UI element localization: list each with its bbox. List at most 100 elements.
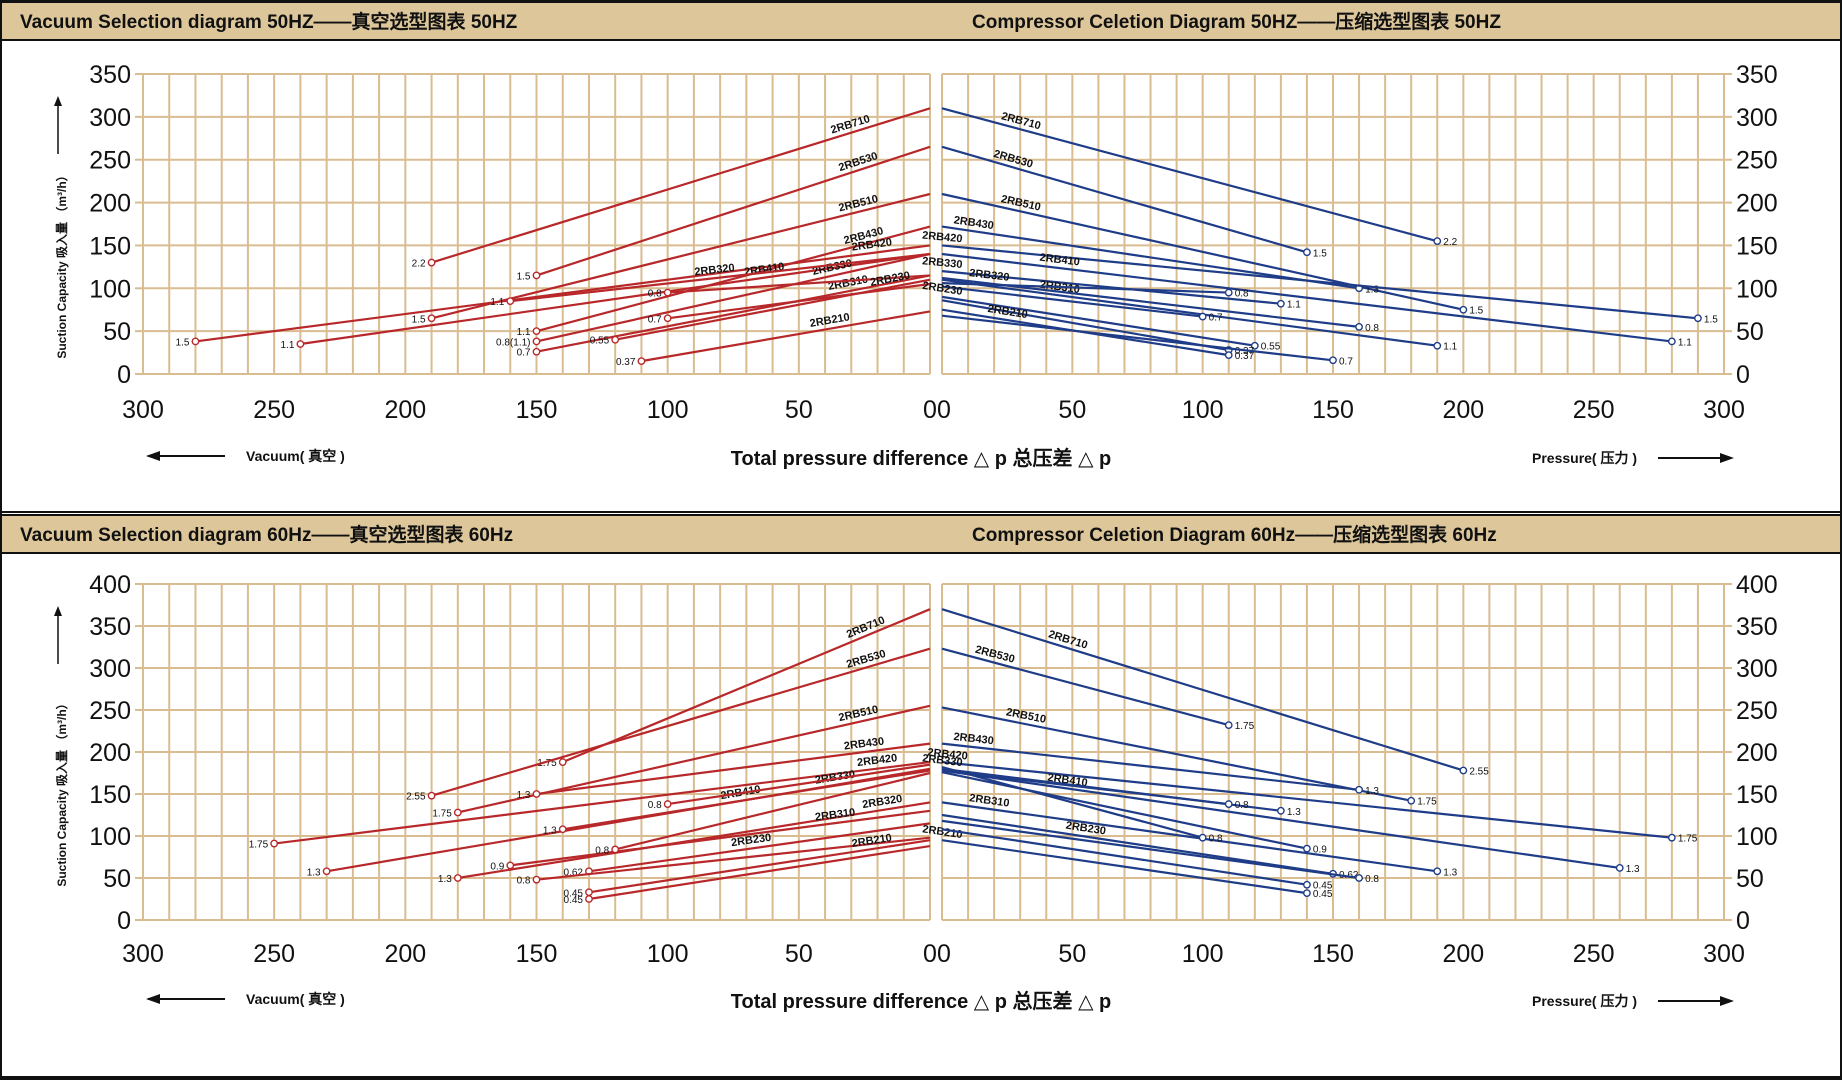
series-endpoint bbox=[1198, 833, 1207, 842]
grid bbox=[135, 73, 1732, 375]
vacuum-direction-label: Vacuum( 真空 ) bbox=[246, 991, 345, 1007]
series-endpoint bbox=[532, 347, 541, 356]
pressure-direction-label: Pressure( 压力 ) bbox=[1532, 993, 1637, 1009]
series-endpoint bbox=[453, 874, 462, 882]
series-line-2rb710 bbox=[941, 608, 1464, 772]
series-line-2rb320c bbox=[941, 285, 1203, 318]
series-endpoint bbox=[663, 288, 672, 297]
y-tick-label: 350 bbox=[89, 613, 131, 641]
series-endpoint bbox=[532, 327, 541, 336]
endpoint-label: 2.55 bbox=[1469, 766, 1489, 777]
endpoint-label: 0.8 bbox=[648, 800, 662, 811]
endpoint-label: 1.75 bbox=[432, 808, 452, 819]
series-label: 2RB310 bbox=[969, 792, 1011, 809]
endpoint-label: 0.8 bbox=[1235, 289, 1249, 300]
series-line-2rb410 bbox=[300, 252, 931, 346]
endpoint-label: 1.3 bbox=[543, 825, 557, 836]
series-line-2rb320 bbox=[941, 769, 1229, 806]
x-tick-label: 50 bbox=[1058, 396, 1086, 424]
series-line-2rb230 bbox=[941, 295, 1255, 347]
series-endpoint bbox=[1303, 889, 1311, 898]
series-endpoint bbox=[427, 314, 436, 323]
series-line-2rb320b bbox=[667, 763, 931, 806]
y-tick-label: 50 bbox=[1736, 318, 1764, 346]
endpoint-label: 0.7 bbox=[1339, 356, 1353, 367]
endpoint-label: 0.8 bbox=[517, 876, 531, 887]
series-endpoint bbox=[611, 845, 620, 854]
bottom-panel: Vacuum Selection diagram 60Hz——真空选型图表 60… bbox=[0, 514, 1842, 1078]
vacuum-title: Vacuum Selection diagram 50HZ——真空选型图表 50… bbox=[20, 10, 518, 33]
series-line-2rb330 bbox=[536, 252, 931, 343]
series-line-2rb420 bbox=[274, 760, 931, 845]
endpoint-label: 0.45 bbox=[563, 895, 583, 906]
endpoint-label: 1.75 bbox=[249, 840, 269, 851]
series-line-2rb230b bbox=[536, 836, 931, 881]
endpoint-label: 1.3 bbox=[307, 867, 321, 878]
series-line-2rb530 bbox=[536, 145, 931, 277]
endpoint-label: 0.62 bbox=[563, 867, 583, 878]
x-tick-label: 50 bbox=[785, 396, 813, 424]
series-label: 2RB420 bbox=[927, 747, 968, 763]
y-tick-label: 100 bbox=[1736, 823, 1778, 851]
series-line-2rb420 bbox=[941, 760, 1672, 839]
series-endpoint bbox=[1355, 785, 1363, 794]
x-tick-label: 200 bbox=[1442, 396, 1484, 424]
y-tick-label: 300 bbox=[1736, 104, 1778, 132]
endpoint-label: 0.8 bbox=[1365, 874, 1379, 885]
endpoint-label: 0.9 bbox=[1313, 845, 1327, 856]
vacuum-title: Vacuum Selection diagram 60Hz——真空选型图表 60… bbox=[20, 523, 513, 546]
y-tick-label: 400 bbox=[1736, 571, 1778, 599]
x-tick-label: 50 bbox=[785, 940, 813, 968]
series-endpoint bbox=[1355, 874, 1363, 882]
endpoint-label: 0.8 bbox=[1365, 323, 1379, 334]
x-tick-label: 300 bbox=[1703, 396, 1745, 424]
series-label: 2RB420 bbox=[856, 752, 898, 769]
series-endpoint bbox=[1224, 288, 1233, 297]
series-line-2rb320 bbox=[510, 252, 931, 303]
endpoint-label: 1.1 bbox=[1678, 337, 1692, 348]
series-line-2rb310 bbox=[536, 274, 931, 353]
x-tick-label: 300 bbox=[1703, 940, 1745, 968]
y-tick-label: 250 bbox=[1736, 147, 1778, 175]
x-tick-label: 150 bbox=[516, 396, 558, 424]
endpoint-label: 0.7 bbox=[517, 348, 531, 359]
series-endpoint bbox=[453, 808, 462, 817]
series-endpoint bbox=[427, 258, 436, 267]
endpoint-label: 0.8(1.1) bbox=[496, 337, 530, 348]
series-line-2rb320c bbox=[667, 274, 931, 294]
endpoint-label: 1.3 bbox=[517, 790, 531, 801]
series-label: 2RB420 bbox=[851, 236, 893, 253]
series-endpoint bbox=[1303, 880, 1311, 889]
series-endpoint bbox=[1329, 356, 1337, 365]
endpoint-label: 1.1 bbox=[1443, 342, 1457, 353]
series-line-2rb410 bbox=[941, 769, 1620, 870]
y-tick-label: 0 bbox=[117, 907, 131, 935]
x-tick-label: 300 bbox=[122, 396, 164, 424]
endpoint-label: 0.8 bbox=[648, 289, 662, 300]
series-line-2rb420 bbox=[941, 244, 1699, 320]
series-endpoint bbox=[1250, 341, 1259, 350]
endpoint-label: 1.75 bbox=[537, 758, 557, 769]
series-label: 2RB410 bbox=[1039, 252, 1081, 269]
y-tick-label: 150 bbox=[89, 232, 131, 260]
y-tick-label: 350 bbox=[89, 61, 131, 89]
series-line-2rb310 bbox=[941, 278, 1438, 347]
series-endpoint bbox=[1459, 766, 1468, 775]
x-tick-label: 100 bbox=[647, 940, 689, 968]
series-endpoint bbox=[296, 340, 305, 348]
series-endpoint bbox=[1303, 844, 1311, 853]
series-line-2rb530 bbox=[941, 647, 1230, 727]
series-line-2rb230b bbox=[941, 299, 1229, 352]
series-line-2rb310 bbox=[941, 801, 1438, 873]
endpoint-label: 1.1 bbox=[517, 327, 531, 338]
vacuum-series: 2.22RB7101.52RB5301.52RB5101.12RB4301.52… bbox=[176, 107, 931, 368]
x-tick-label: 0 bbox=[923, 940, 937, 968]
series-endpoint bbox=[1433, 341, 1442, 350]
series-endpoint bbox=[532, 271, 541, 280]
series-endpoint bbox=[1667, 337, 1676, 346]
pressure-direction-label: Pressure( 压力 ) bbox=[1532, 450, 1637, 466]
x-axis-title: Total pressure difference △ p 总压差 △ p bbox=[731, 446, 1111, 470]
series-line-2rb210 bbox=[941, 839, 1308, 895]
top-panel: Vacuum Selection diagram 50HZ——真空选型图表 50… bbox=[0, 1, 1842, 513]
series-endpoint bbox=[1433, 867, 1442, 876]
